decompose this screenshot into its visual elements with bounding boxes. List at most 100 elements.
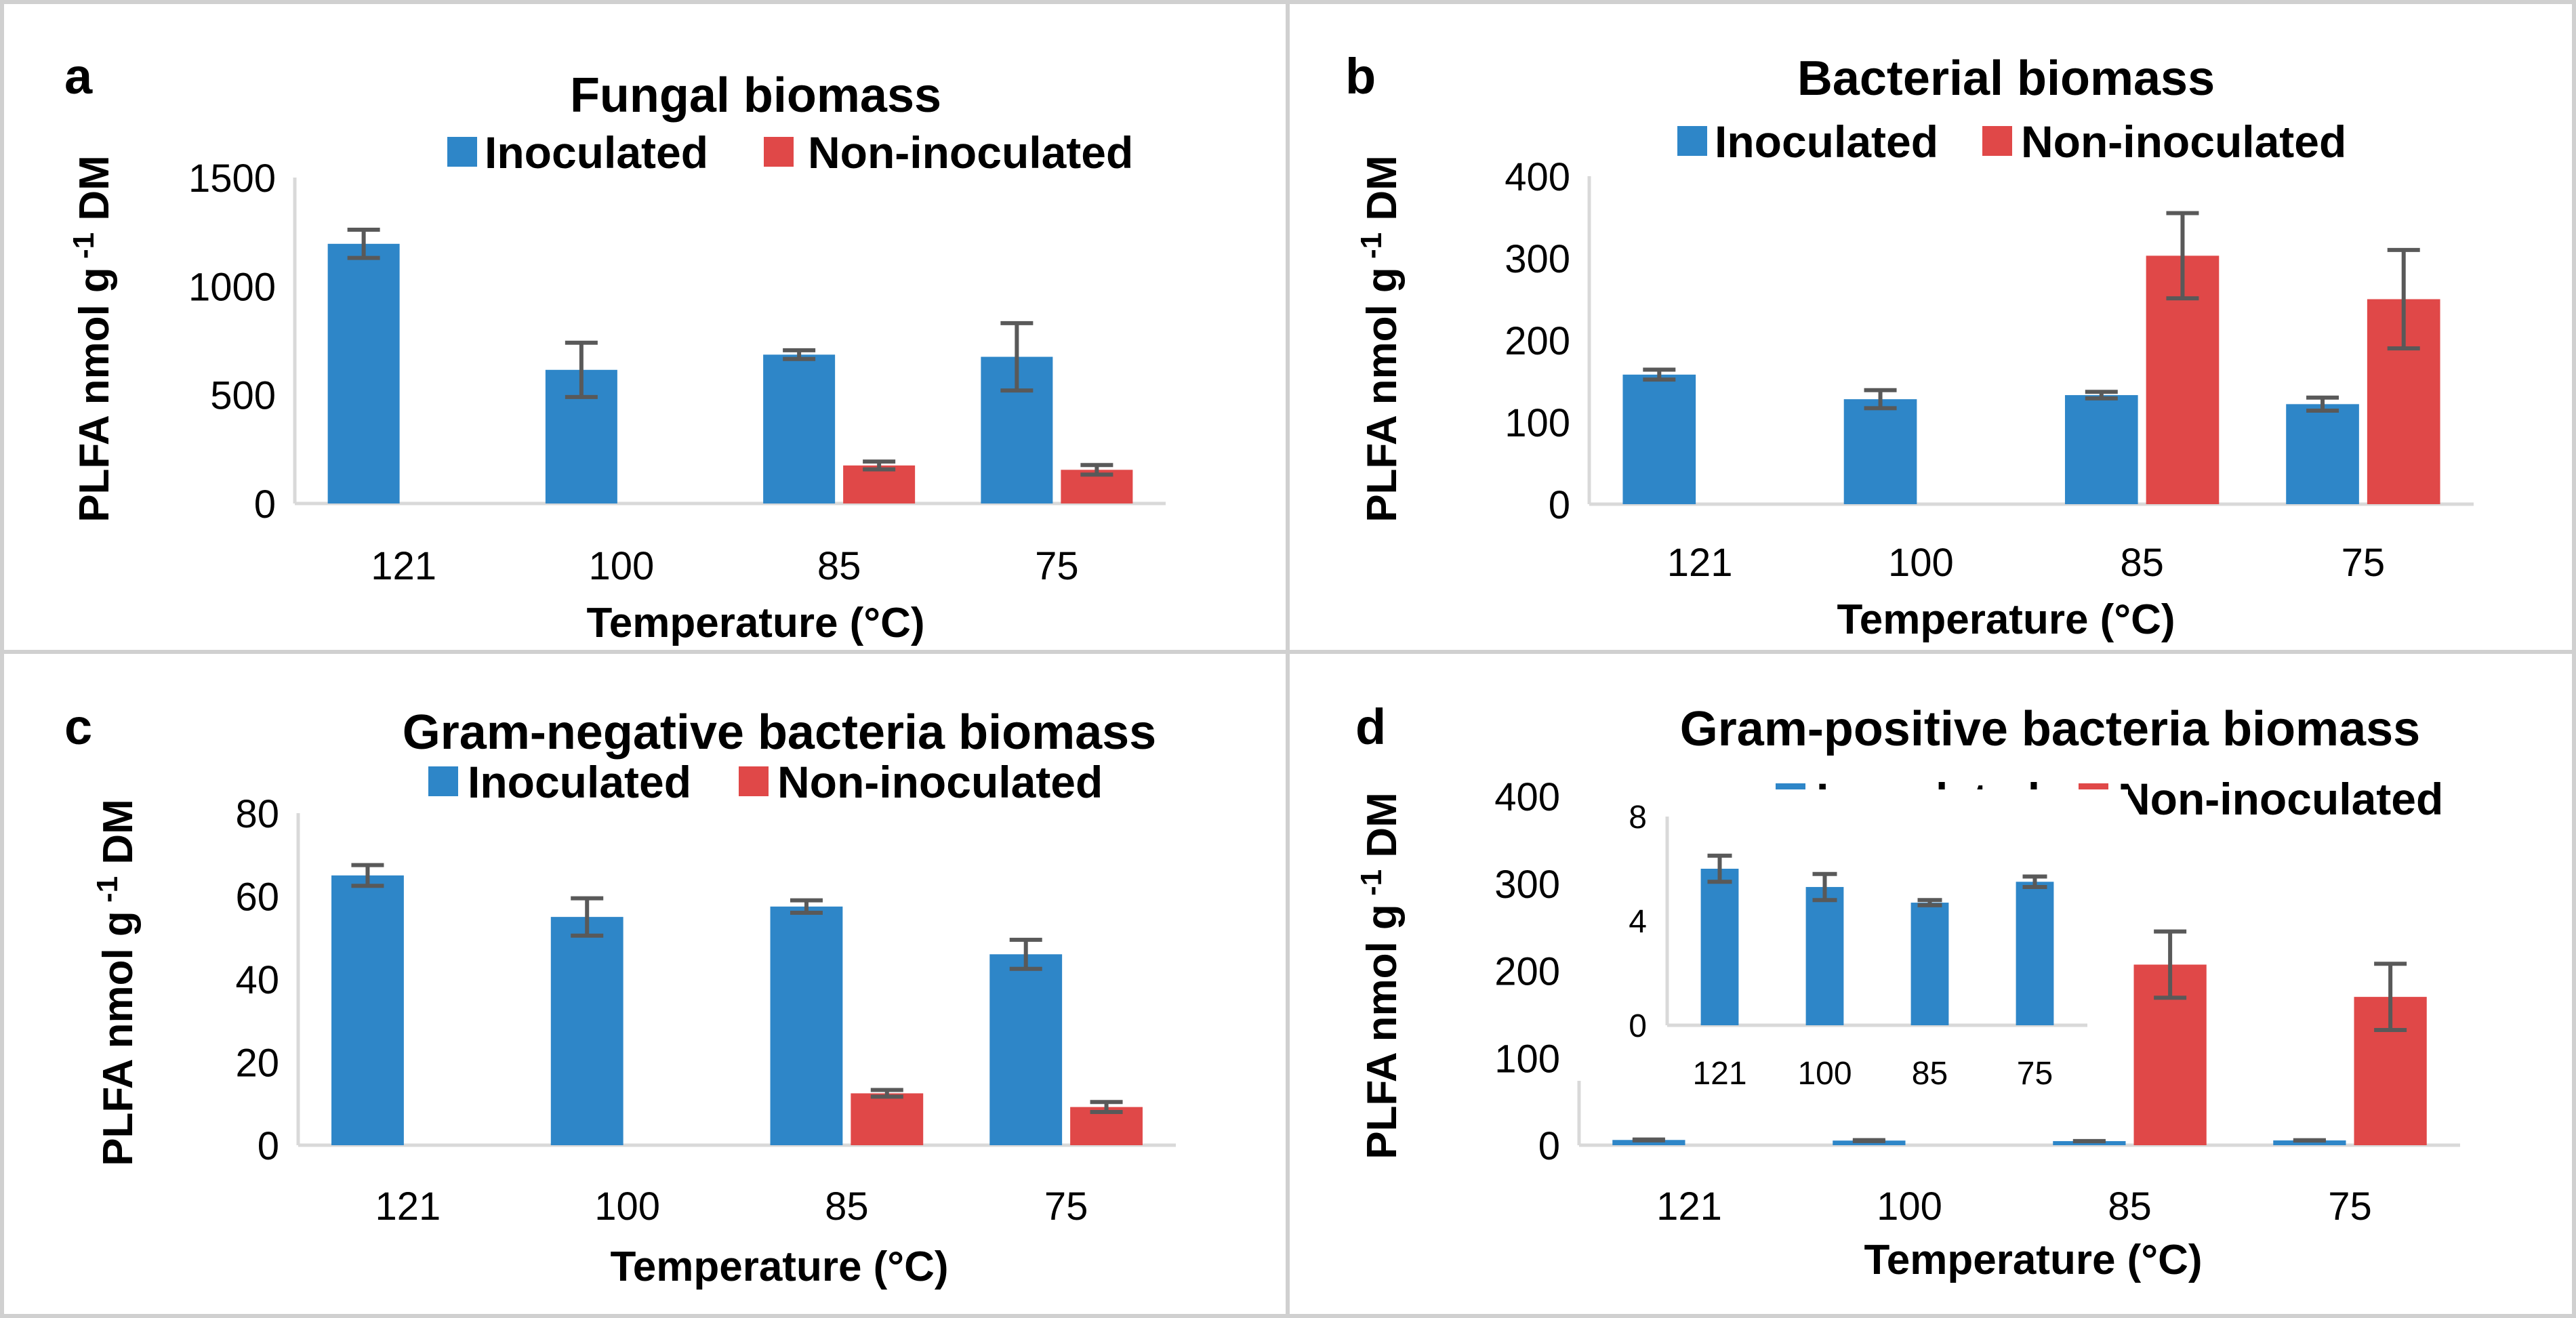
bar-inoculated-75: [2273, 1140, 2346, 1145]
chart-title: Gram-negative bacteria biomass: [403, 705, 1156, 760]
legend-label: Inoculated: [468, 757, 691, 807]
y-axis-title-tail: DM: [1359, 155, 1406, 232]
panel-letter: a: [64, 48, 93, 104]
y-axis-title-sup: -1: [1355, 232, 1388, 267]
x-tick-label: 121: [1667, 541, 1733, 585]
error-bar: [351, 863, 384, 888]
y-tick-label: 500: [210, 374, 276, 418]
inset-y-tick-label: 0: [1629, 1008, 1647, 1044]
inset-y-tick: 0: [1629, 1008, 1647, 1044]
y-axis-title-main: PLFA nmol g: [95, 911, 142, 1166]
x-tick-label: 75: [2328, 1185, 2372, 1229]
inset-x-tick-label: 85: [1912, 1056, 1948, 1092]
x-axis-title: Temperature (°C): [1864, 1237, 2202, 1283]
x-tick-label: 121: [1656, 1185, 1722, 1229]
x-tick-label: 85: [2120, 541, 2164, 585]
y-tick: 40: [235, 958, 279, 1002]
error-bar: [1080, 463, 1113, 477]
y-tick: 100: [1505, 401, 1570, 445]
y-axis-title-main: PLFA nmol g: [1359, 904, 1406, 1159]
bar-inoculated-75: [989, 954, 1063, 1145]
error-bar: [1643, 367, 1676, 382]
y-tick: 400: [1494, 775, 1560, 819]
y-axis-title-main: PLFA nmol g: [1359, 267, 1406, 522]
y-tick-label: 40: [235, 958, 279, 1002]
x-tick-label: 75: [1035, 544, 1079, 588]
legend-item-inoculated: Inoculated: [1677, 117, 1938, 167]
error-bar: [2387, 247, 2420, 351]
y-tick-label: 400: [1505, 155, 1570, 199]
y-axis-title-tail: DM: [1359, 792, 1406, 869]
bar-inoculated-121: [327, 243, 400, 503]
x-tick-label: 85: [817, 544, 861, 588]
inset-chart: 0 4 8 121 100 85 75: [1572, 789, 2128, 1092]
y-tick: 200: [1494, 950, 1560, 994]
error-bar: [1917, 898, 1942, 907]
error-bar: [1009, 937, 1042, 971]
legend-item-non-inoculated: Non-inoculated: [1982, 117, 2346, 167]
legend-label: Inoculated: [485, 127, 708, 178]
chart-title: Bacterial biomass: [1797, 52, 2215, 106]
y-tick-label: 0: [258, 1124, 279, 1168]
y-tick: 300: [1505, 237, 1570, 281]
y-tick: 200: [1505, 319, 1570, 363]
inset-y-tick-label: 8: [1629, 800, 1647, 836]
y-axis-title: PLFA nmol g -1 DM: [1355, 792, 1406, 1159]
y-tick: 400: [1505, 155, 1570, 199]
bar-inoculated-75-inset: [2016, 882, 2054, 1025]
y-tick-label: 0: [1538, 1124, 1560, 1168]
error-bar: [2022, 874, 2047, 889]
x-tick-label: 75: [1044, 1185, 1088, 1229]
inset-y-tick: 4: [1629, 904, 1647, 940]
error-bar: [1864, 388, 1897, 411]
y-tick: 0: [254, 482, 276, 527]
y-axis-title-main: PLFA nmol g: [71, 267, 118, 522]
y-tick: 60: [235, 876, 279, 920]
legend-item-non-inoculated: Non-inoculated: [764, 127, 1133, 178]
y-tick-label: 400: [1494, 775, 1560, 819]
error-bar: [863, 459, 896, 472]
chart-title: Fungal biomass: [570, 68, 941, 123]
x-tick-label: 100: [1877, 1185, 1942, 1229]
y-tick-label: 300: [1505, 237, 1570, 281]
legend-swatch: [1677, 126, 1707, 156]
y-tick-label: 200: [1494, 950, 1560, 994]
legend-swatch: [739, 766, 769, 796]
legend-item-non-inoculated: Non-inoculated: [2079, 774, 2443, 824]
bar-inoculated-121: [1612, 1140, 1685, 1145]
bar-inoculated-85: [763, 354, 836, 503]
bar-non-inoculated-85: [851, 1093, 924, 1145]
panel-letter: d: [1355, 699, 1386, 755]
y-tick: 20: [235, 1042, 279, 1086]
y-tick: 300: [1494, 863, 1560, 907]
y-axis-title-sup: -1: [1355, 869, 1388, 904]
inset-y-tick: 8: [1629, 800, 1647, 836]
y-tick: 100: [1494, 1037, 1560, 1081]
inset-x-tick-label: 75: [2017, 1056, 2053, 1092]
y-tick-label: 80: [235, 792, 279, 836]
bar-inoculated-121: [331, 875, 404, 1145]
error-bar: [1852, 1138, 1885, 1143]
x-tick-label: 100: [1888, 541, 1954, 585]
y-axis-title: PLFA nmol g -1 DM: [67, 155, 118, 522]
legend-swatch: [764, 137, 794, 167]
bar-inoculated-85: [770, 906, 843, 1145]
legend-label: Non-inoculated: [2118, 774, 2443, 824]
legend-label: Non-inoculated: [777, 757, 1103, 807]
panel-b: b Bacterial biomass Inoculated Non-inoculat…: [1345, 48, 2474, 643]
y-tick-label: 100: [1494, 1037, 1560, 1081]
error-bar: [1090, 1100, 1123, 1114]
y-axis-title-tail: DM: [95, 799, 142, 876]
error-bar: [2306, 395, 2339, 413]
x-axis-title: Temperature (°C): [586, 600, 924, 646]
legend-item-non-inoculated: Non-inoculated: [739, 757, 1103, 807]
bar-inoculated-85: [2064, 395, 2138, 504]
error-bar: [1000, 321, 1034, 393]
panel-c: c Gram-negative bacteria biomassInoculate…: [64, 699, 1176, 1290]
y-tick: 0: [1549, 483, 1570, 527]
y-tick-label: 1500: [188, 157, 276, 201]
bar-inoculated-100: [1843, 399, 1917, 504]
